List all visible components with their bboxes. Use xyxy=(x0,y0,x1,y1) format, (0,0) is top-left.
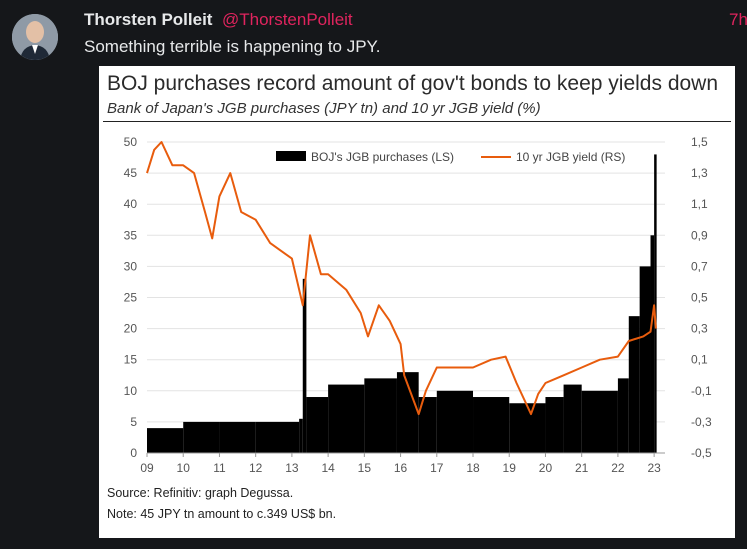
purchase-bar xyxy=(183,421,220,453)
right-tick-label: 1,5 xyxy=(691,135,708,149)
purchase-bar xyxy=(364,378,397,453)
purchase-bar xyxy=(328,384,365,453)
chart-note: Note: 45 JPY tn amount to c.349 US$ bn. xyxy=(107,507,337,521)
purchase-bar xyxy=(628,316,640,453)
x-tick-label: 14 xyxy=(321,461,335,475)
legend-label-purchases: BOJ's JGB purchases (LS) xyxy=(311,150,454,164)
avatar[interactable] xyxy=(12,14,58,60)
right-tick-label: 0,1 xyxy=(691,353,708,367)
legend-label-yield: 10 yr JGB yield (RS) xyxy=(516,150,625,164)
right-tick-label: 0,9 xyxy=(691,228,708,242)
right-tick-label: -0,5 xyxy=(691,446,712,460)
right-tick-label: 0,5 xyxy=(691,291,708,305)
purchase-bar xyxy=(255,421,300,453)
chart-title: BOJ purchases record amount of gov't bon… xyxy=(107,72,719,95)
purchase-bar xyxy=(219,421,256,453)
purchase-bar xyxy=(545,397,564,453)
purchase-bar xyxy=(396,372,419,453)
left-tick-label: 50 xyxy=(124,135,138,149)
purchase-bar xyxy=(639,266,651,453)
purchase-bar xyxy=(563,384,582,453)
left-tick-label: 20 xyxy=(124,322,138,336)
purchase-bar xyxy=(650,235,655,453)
author-handle[interactable]: @ThorstenPolleit xyxy=(222,10,353,29)
yield-line xyxy=(146,141,657,416)
purchase-bar xyxy=(299,418,303,453)
left-tick-label: 15 xyxy=(124,353,138,367)
right-tick-label: -0,1 xyxy=(691,384,712,398)
x-tick-label: 20 xyxy=(539,461,553,475)
right-tick-label: 0,7 xyxy=(691,259,708,273)
x-tick-label: 21 xyxy=(575,461,589,475)
purchase-bar xyxy=(302,278,307,453)
x-tick-label: 15 xyxy=(358,461,372,475)
left-tick-label: 35 xyxy=(124,228,138,242)
x-tick-label: 09 xyxy=(140,461,154,475)
chart-image[interactable]: BOJ purchases record amount of gov't bon… xyxy=(99,66,735,538)
subtitle-divider xyxy=(103,121,731,122)
left-tick-label: 5 xyxy=(130,415,137,429)
purchase-bar xyxy=(581,390,618,453)
chart-plot: 0 5 10 15 20 25 30 35 40 45 50 -0,5 -0,3 -0,1 0,1 0,3 0,… xyxy=(124,135,712,475)
left-tick-label: 10 xyxy=(124,384,138,398)
purchase-bar xyxy=(306,397,329,453)
purchase-bar xyxy=(617,378,629,453)
x-tick-label: 19 xyxy=(503,461,517,475)
left-tick-label: 40 xyxy=(124,197,138,211)
x-tick-label: 16 xyxy=(394,461,408,475)
x-tick-label: 18 xyxy=(466,461,480,475)
x-tick-label: 22 xyxy=(611,461,625,475)
purchase-bar xyxy=(436,390,474,453)
author-name[interactable]: Thorsten Polleit xyxy=(84,10,213,29)
left-tick-label: 30 xyxy=(124,259,138,273)
right-tick-label: 0,3 xyxy=(691,322,708,336)
x-tick-label: 13 xyxy=(285,461,299,475)
left-tick-label: 0 xyxy=(130,446,137,460)
right-tick-label: -0,3 xyxy=(691,415,712,429)
legend-swatch-purchases xyxy=(276,151,306,161)
tweet-text: Something terrible is happening to JPY. xyxy=(84,37,381,56)
x-tick-label: 23 xyxy=(647,461,661,475)
x-tick-label: 17 xyxy=(430,461,444,475)
left-tick-label: 25 xyxy=(124,291,138,305)
right-tick-label: 1,3 xyxy=(691,166,708,180)
purchase-bar xyxy=(654,154,657,453)
x-tick-label: 11 xyxy=(213,461,226,475)
x-tick-label: 12 xyxy=(249,461,263,475)
left-tick-label: 45 xyxy=(124,166,138,180)
right-tick-label: 1,1 xyxy=(691,197,708,211)
timestamp[interactable]: 7h xyxy=(729,10,747,29)
chart-subtitle: Bank of Japan's JGB purchases (JPY tn) a… xyxy=(107,100,541,117)
purchase-bar xyxy=(473,397,510,453)
chart-source: Source: Refinitiv: graph Degussa. xyxy=(107,486,294,500)
purchase-bar xyxy=(147,428,184,453)
x-tick-label: 10 xyxy=(177,461,191,475)
purchase-bar xyxy=(509,403,546,453)
purchase-bar xyxy=(418,397,437,453)
